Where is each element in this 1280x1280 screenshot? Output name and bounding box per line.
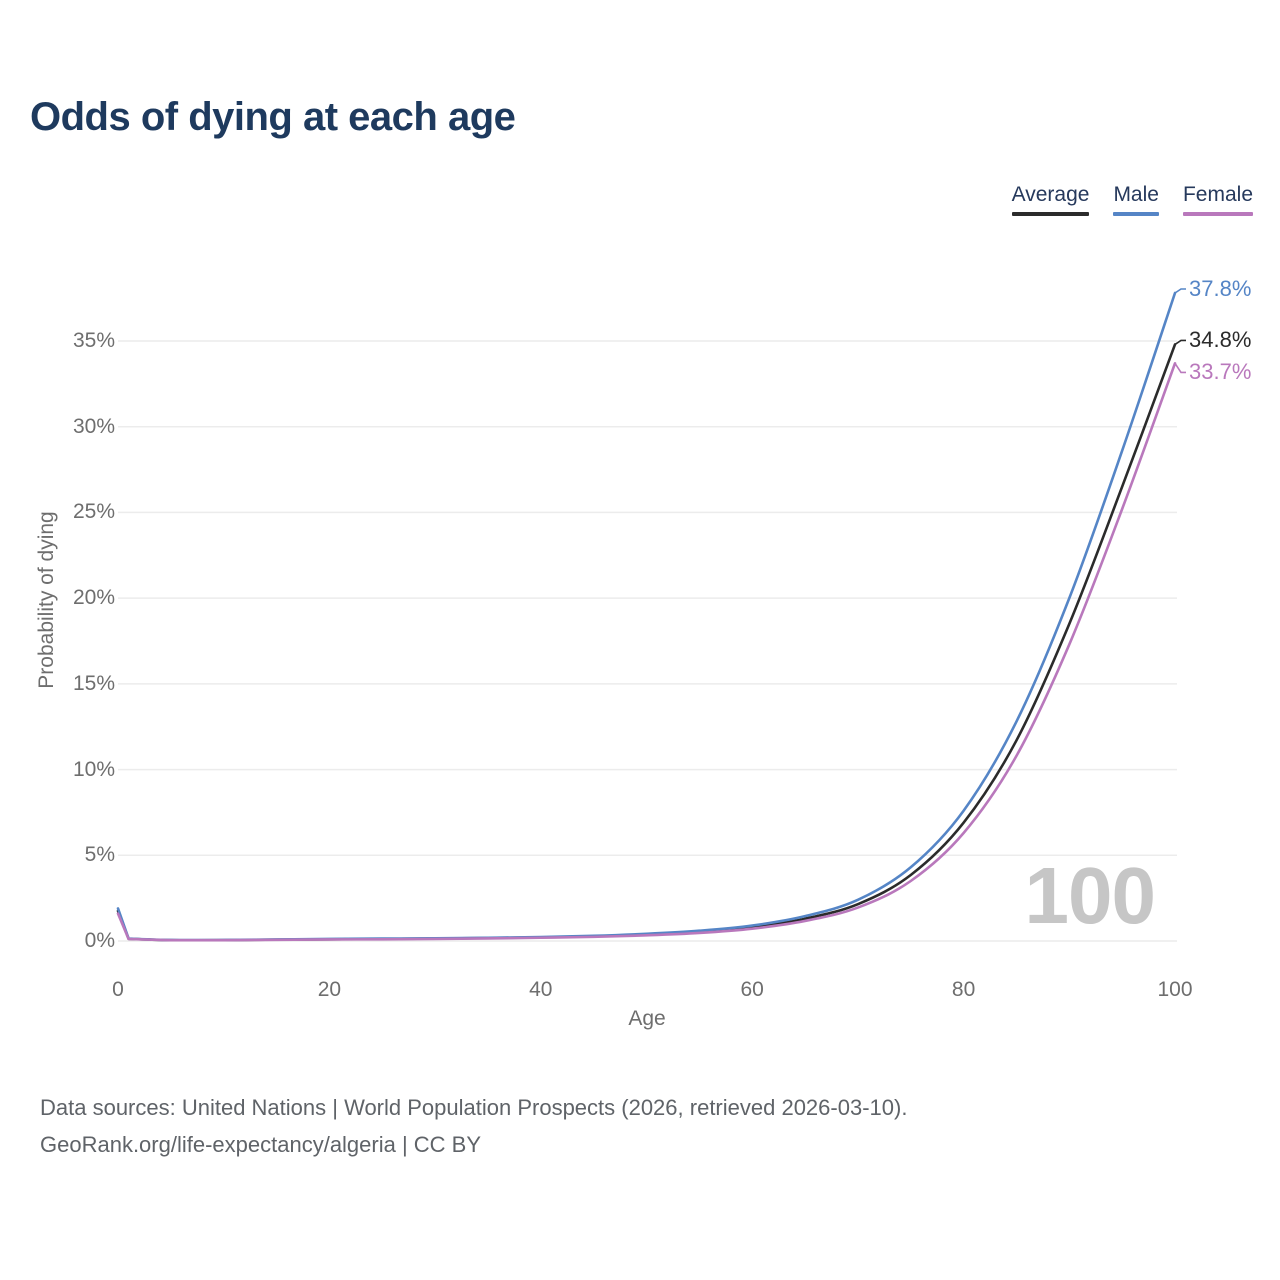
legend-label-average: Average (1011, 183, 1090, 206)
y-tick-label: 5% (84, 843, 115, 867)
x-tick-label: 80 (951, 978, 976, 1001)
y-tick-label: 0% (84, 929, 115, 952)
legend-label-male: Male (1113, 183, 1159, 206)
legend-underline-average (1011, 212, 1090, 216)
x-tick-label: 0 (112, 978, 124, 1001)
legend: Average Male Female (1011, 183, 1253, 216)
footer-line-1: Data sources: United Nations | World Pop… (40, 1095, 908, 1120)
series-line-average[interactable] (116, 343, 1177, 942)
age-watermark: 100 (1024, 851, 1156, 940)
y-tick-label: 20% (72, 586, 115, 610)
footer: Data sources: United Nations | World Pop… (40, 1089, 907, 1163)
chart-title: Odds of dying at each age (30, 95, 516, 139)
legend-underline-male (1113, 212, 1159, 216)
legend-item-male[interactable]: Male (1113, 183, 1159, 216)
y-tick-label: 30% (72, 414, 115, 438)
series-line-male[interactable] (116, 291, 1177, 942)
end-label-connector-average (1174, 339, 1186, 346)
end-label-male: 37.8% (1189, 276, 1252, 301)
x-tick-label: 100 (1157, 978, 1193, 1001)
end-label-female: 33.7% (1189, 359, 1252, 385)
end-label-connector-male (1174, 288, 1186, 294)
footer-line-2: GeoRank.org/life-expectancy/algeria | CC… (40, 1132, 482, 1157)
y-tick-label: 15% (72, 671, 115, 695)
y-tick-label: 25% (72, 500, 115, 524)
y-tick-label: 10% (72, 757, 115, 781)
legend-underline-female (1182, 212, 1253, 216)
x-axis-title: Age (628, 1007, 666, 1030)
series-line-female[interactable] (116, 361, 1177, 942)
legend-label-female: Female (1182, 183, 1253, 206)
x-tick-label: 40 (529, 978, 553, 1001)
end-label-average: 34.8% (1189, 327, 1252, 353)
legend-item-female[interactable]: Female (1182, 183, 1253, 216)
x-tick-label: 60 (740, 978, 764, 1001)
y-tick-label: 35% (72, 329, 115, 352)
legend-item-average[interactable]: Average (1011, 183, 1090, 216)
end-label-connector-female (1174, 362, 1186, 374)
x-tick-label: 20 (317, 978, 342, 1001)
